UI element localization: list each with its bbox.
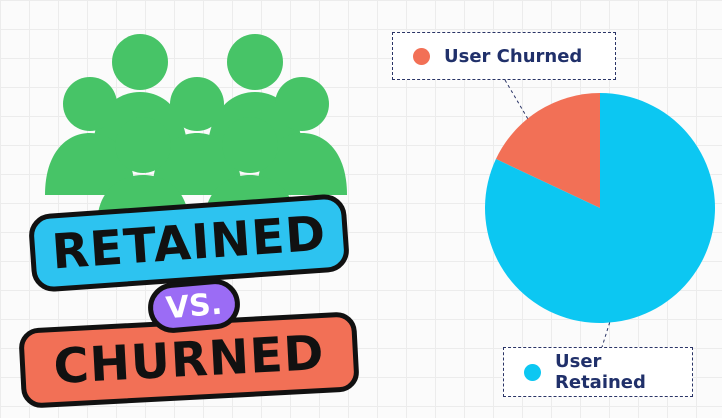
legend-user-churned-label: User Churned <box>444 45 583 67</box>
pie-slice-user-retained <box>485 93 715 323</box>
legend-user-churned: User Churned <box>392 32 616 80</box>
pie-slices <box>485 93 715 323</box>
pie-chart <box>485 93 715 323</box>
retained-dot-icon <box>524 363 541 381</box>
pie-slice-user-churned <box>495 93 600 208</box>
people-group-illustration <box>45 34 347 220</box>
churned-dot-icon <box>413 47 430 65</box>
vs-badge-text: VS. <box>164 286 224 326</box>
retained-badge-text: RETAINED <box>50 205 328 281</box>
legend-user-retained-label: User Retained <box>555 351 646 393</box>
legend-user-retained: User Retained <box>503 347 693 397</box>
people-icon <box>45 34 347 220</box>
churned-badge-text: CHURNED <box>52 324 326 396</box>
